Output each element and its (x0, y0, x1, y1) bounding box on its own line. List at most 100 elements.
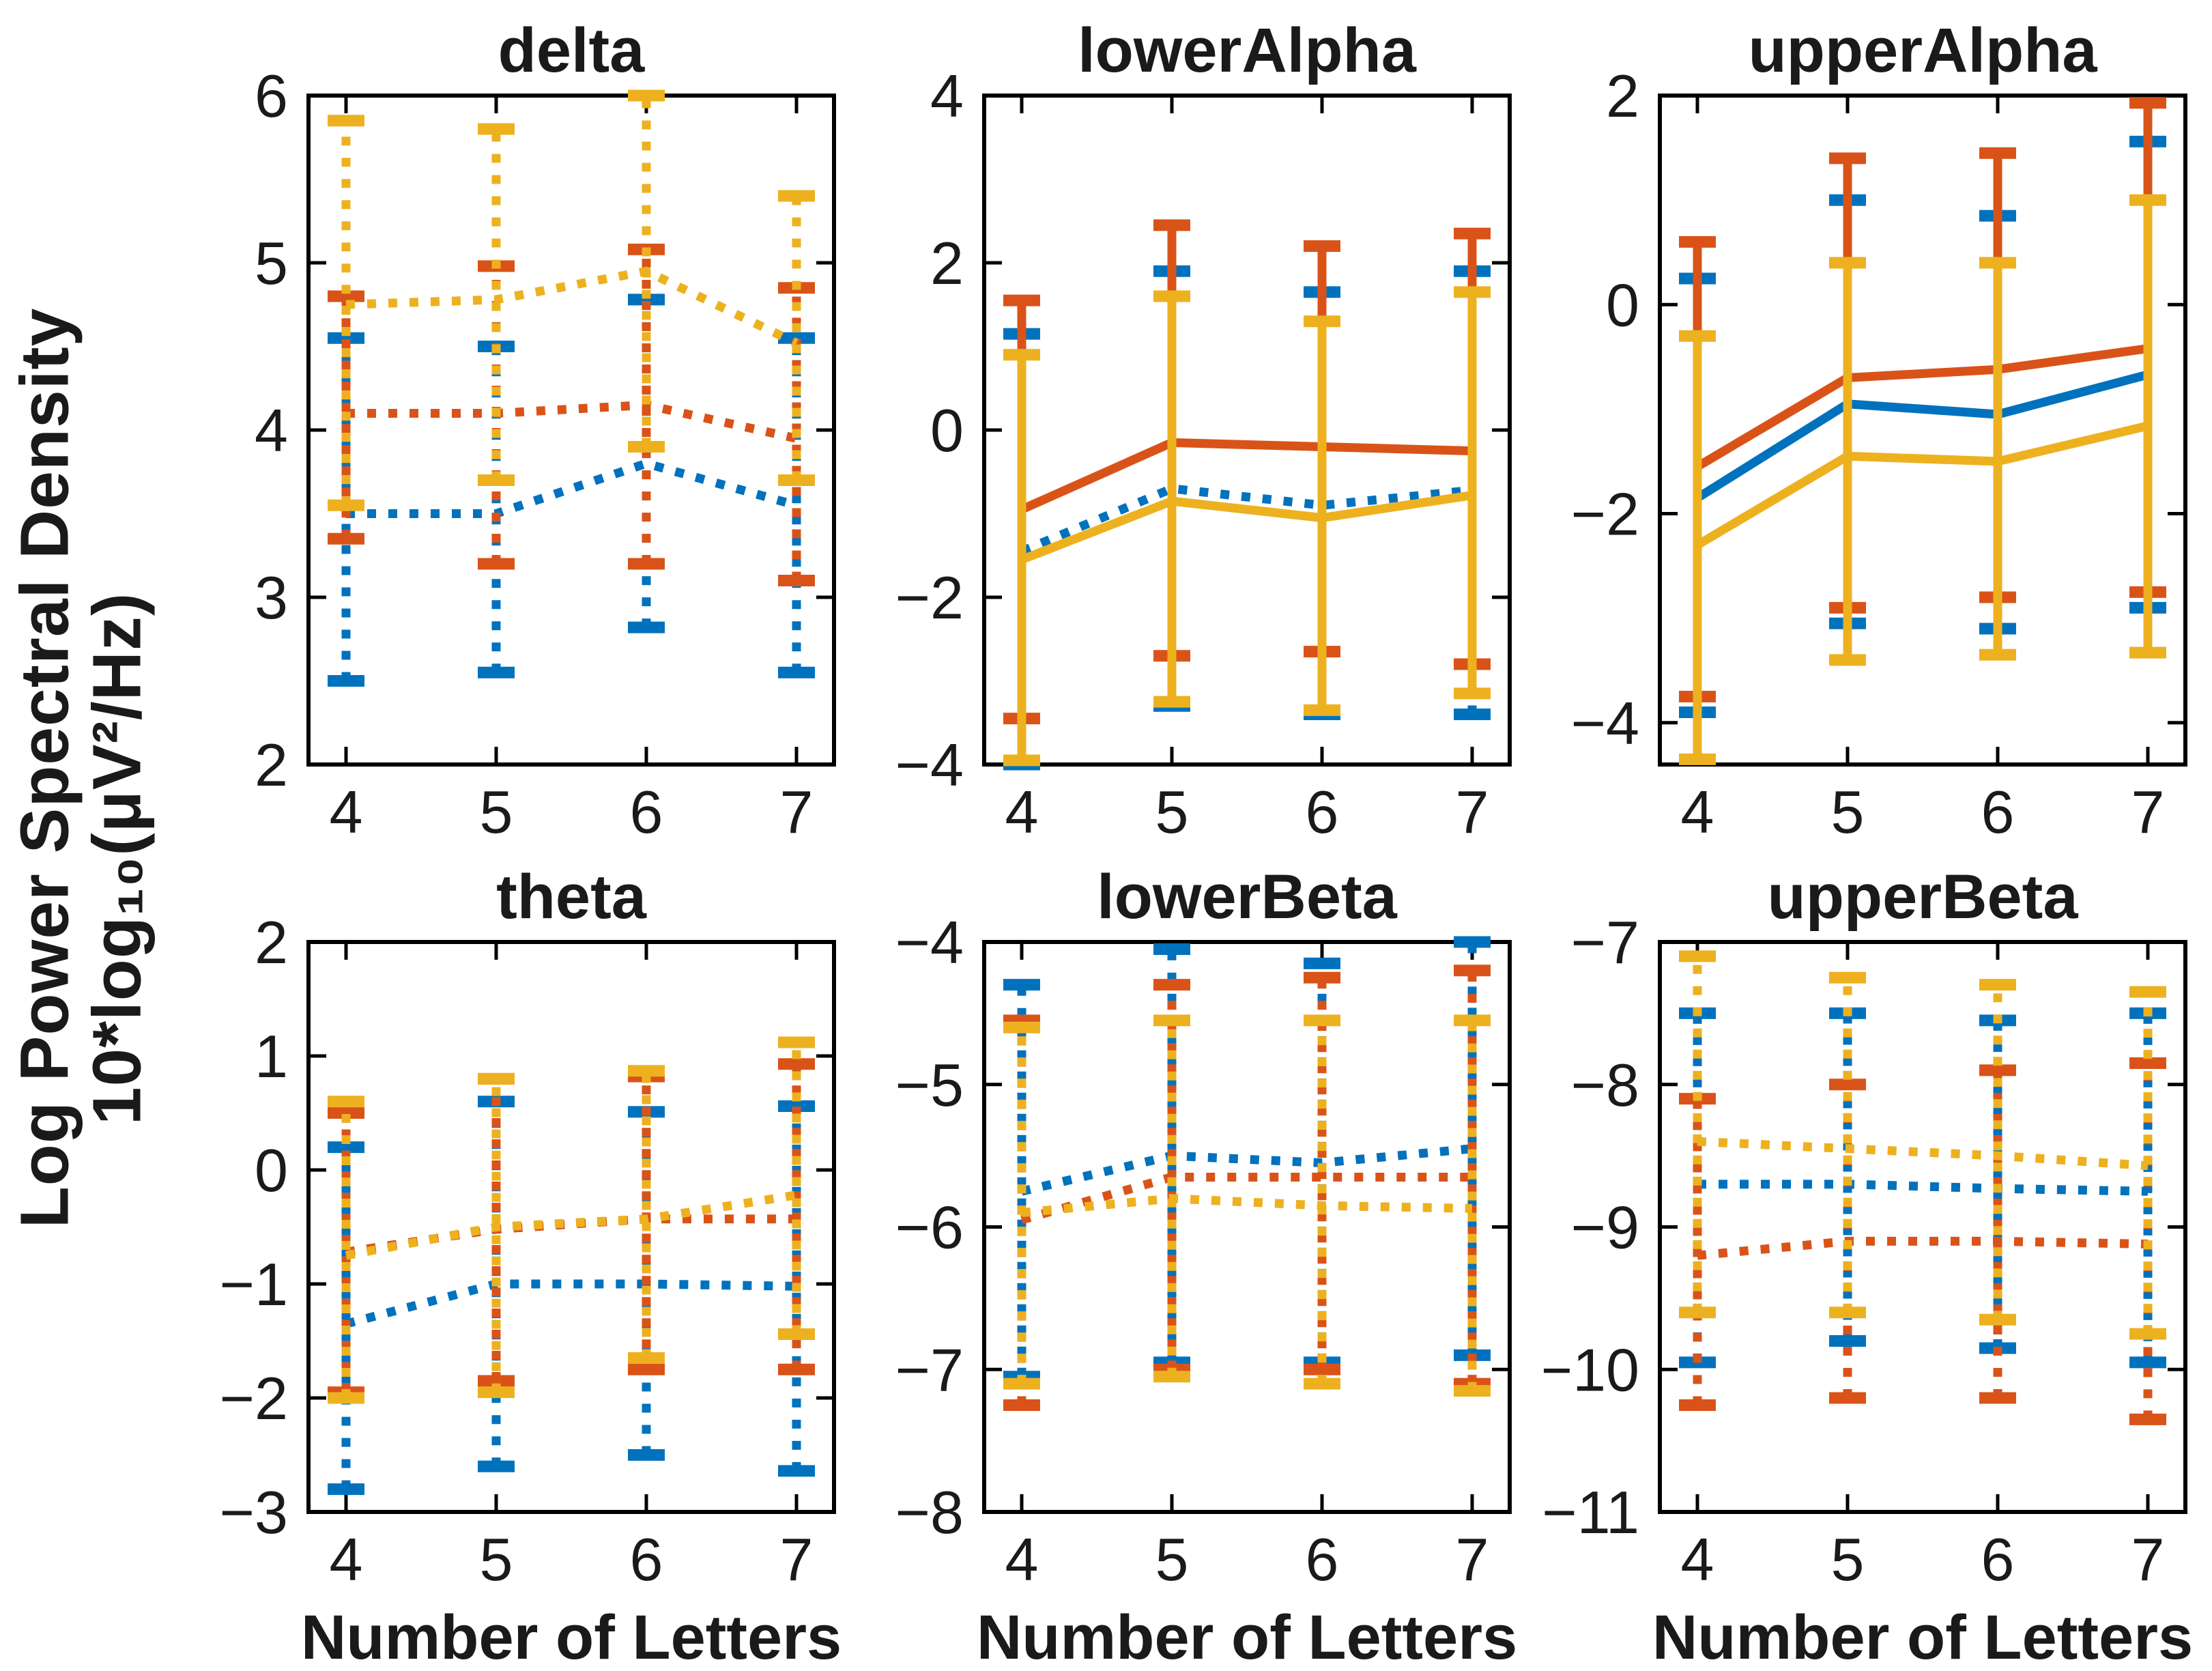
x-axis-label: Number of Letters (977, 1603, 1517, 1671)
y-tick-label: 4 (930, 62, 964, 130)
x-tick-label: 4 (1005, 1526, 1039, 1593)
x-tick-label: 7 (1456, 778, 1489, 846)
axes-box (982, 940, 1512, 1514)
panel-upperAlpha: upperAlpha 4 5 6 7 −4 −2 0 2 (1571, 16, 2187, 846)
axes-box (1658, 940, 2187, 1514)
x-tick-label: 7 (780, 778, 814, 846)
x-tick-label: 6 (1306, 1526, 1339, 1593)
series-yellow-mean-line (1020, 491, 1473, 564)
x-tick-label: 4 (1681, 1526, 1714, 1593)
axes-box (306, 94, 836, 767)
series-blue-mean-line (346, 459, 798, 518)
y-tick-label: 2 (930, 229, 964, 297)
x-tick-label: 6 (1981, 1526, 2015, 1593)
y-tick-label: −7 (1571, 909, 1639, 976)
series-red-mean-line (1697, 1236, 2149, 1260)
series-blue-mean-line (1697, 1180, 2149, 1196)
y-tick-label: −4 (895, 909, 964, 976)
series-yellow-mean-line (1695, 421, 2149, 549)
y-tick-label: −5 (895, 1051, 964, 1119)
panel-title: upperBeta (1768, 862, 2079, 932)
x-tick-label: 5 (480, 778, 513, 846)
x-tick-label: 7 (780, 1526, 814, 1593)
x-tick-label: 4 (1005, 778, 1039, 846)
series-group (328, 89, 815, 687)
y-tick-label: −8 (895, 1479, 964, 1546)
y-tick-label: 2 (1606, 62, 1639, 130)
panel-title: delta (498, 16, 646, 85)
series-red-mean-line (1695, 344, 2149, 471)
series-blue-mean-line (1020, 1144, 1473, 1196)
x-tick-label: 4 (330, 1526, 363, 1593)
x-tick-label: 6 (1981, 778, 2015, 846)
x-tick-label: 4 (330, 778, 363, 846)
series-yellow-mean-line (345, 266, 799, 347)
x-tick-label: 6 (630, 1526, 663, 1593)
series-yellow-mean-line (1697, 1137, 2149, 1171)
series-yellow-mean-line (345, 1190, 798, 1260)
y-tick-label: −4 (895, 731, 964, 799)
y-tick-label: 0 (930, 397, 964, 464)
y-tick-label: −9 (1571, 1194, 1639, 1261)
y-tick-label: 2 (255, 731, 288, 799)
x-tick-label: 5 (1155, 1526, 1189, 1593)
panel-title: lowerAlpha (1078, 16, 1417, 85)
y-tick-label: 2 (255, 909, 288, 976)
y-tick-label: 5 (255, 229, 288, 297)
panel-upperBeta: upperBeta 4 5 6 7 −11 −10 −9 −8 −7 Number of Lette… (1544, 862, 2193, 1671)
axes-box (1658, 94, 2187, 767)
x-tick-label: 5 (1831, 778, 1865, 846)
panel-lowerAlpha: lowerAlpha 4 5 6 7 −4 −2 0 2 4 (895, 16, 1512, 846)
series-blue-mean-line (345, 1279, 797, 1328)
panel-lowerBeta: lowerBeta 4 5 6 7 −8 −7 −6 −5 −4 Number of Letters (895, 862, 1518, 1671)
panel-title: lowerBeta (1097, 862, 1398, 932)
axes-box (306, 940, 836, 1514)
series-blue-mean-line (1695, 370, 2149, 502)
series-group (1679, 950, 2166, 1425)
x-axis-label: Number of Letters (1652, 1603, 2193, 1671)
series-group (1003, 219, 1491, 771)
series-group (1679, 97, 2166, 765)
y-tick-label: 0 (255, 1137, 288, 1204)
x-tick-label: 7 (1456, 1526, 1489, 1593)
panel-title: upperAlpha (1748, 16, 2097, 85)
y-tick-label: −1 (220, 1251, 288, 1318)
x-tick-label: 6 (1306, 778, 1339, 846)
panel-title: theta (496, 862, 647, 932)
x-tick-label: 7 (2131, 1526, 2165, 1593)
x-tick-label: 7 (2131, 778, 2165, 846)
y-tick-label: −6 (895, 1194, 964, 1261)
y-tick-label: −10 (1544, 1336, 1639, 1403)
panel-delta: delta 4 5 6 7 2 3 4 5 6 (255, 16, 836, 846)
x-axis-label: Number of Letters (301, 1603, 842, 1671)
x-tick-label: 5 (1831, 1526, 1865, 1593)
y-tick-label: 4 (255, 397, 288, 464)
y-tick-label: −7 (895, 1336, 964, 1403)
x-tick-label: 4 (1681, 778, 1714, 846)
y-tick-label: −2 (220, 1365, 288, 1432)
y-tick-label: 0 (1606, 271, 1639, 339)
x-tick-label: 6 (630, 778, 663, 846)
x-tick-label: 5 (480, 1526, 513, 1593)
y-axis-label-line2: 10*log₁₀(μV²/Hz) (78, 592, 156, 1126)
series-group (1003, 936, 1491, 1411)
y-tick-label: −2 (895, 564, 964, 631)
panel-theta: theta 4 5 6 7 −3 −2 −1 0 1 2 Number of Letters (220, 862, 842, 1671)
y-tick-label: −3 (220, 1479, 288, 1546)
series-red-mean-line (1020, 1172, 1472, 1225)
y-tick-label: 1 (255, 1023, 288, 1090)
series-group (328, 1036, 815, 1496)
y-tick-label: −8 (1571, 1051, 1639, 1119)
axes-box (982, 94, 1512, 767)
y-tick-label: 6 (255, 62, 288, 130)
y-axis-label-line1: Log Power Spectral Density (6, 307, 83, 1229)
series-red-mean-line (1020, 438, 1473, 514)
series-blue-mean-line (1020, 484, 1473, 556)
y-tick-label: −11 (1544, 1479, 1639, 1546)
y-tick-label: 3 (255, 564, 288, 631)
x-tick-label: 5 (1155, 778, 1189, 846)
series-red-mean-line (346, 400, 798, 443)
y-tick-label: −2 (1571, 481, 1639, 548)
y-tick-label: −4 (1571, 689, 1639, 757)
